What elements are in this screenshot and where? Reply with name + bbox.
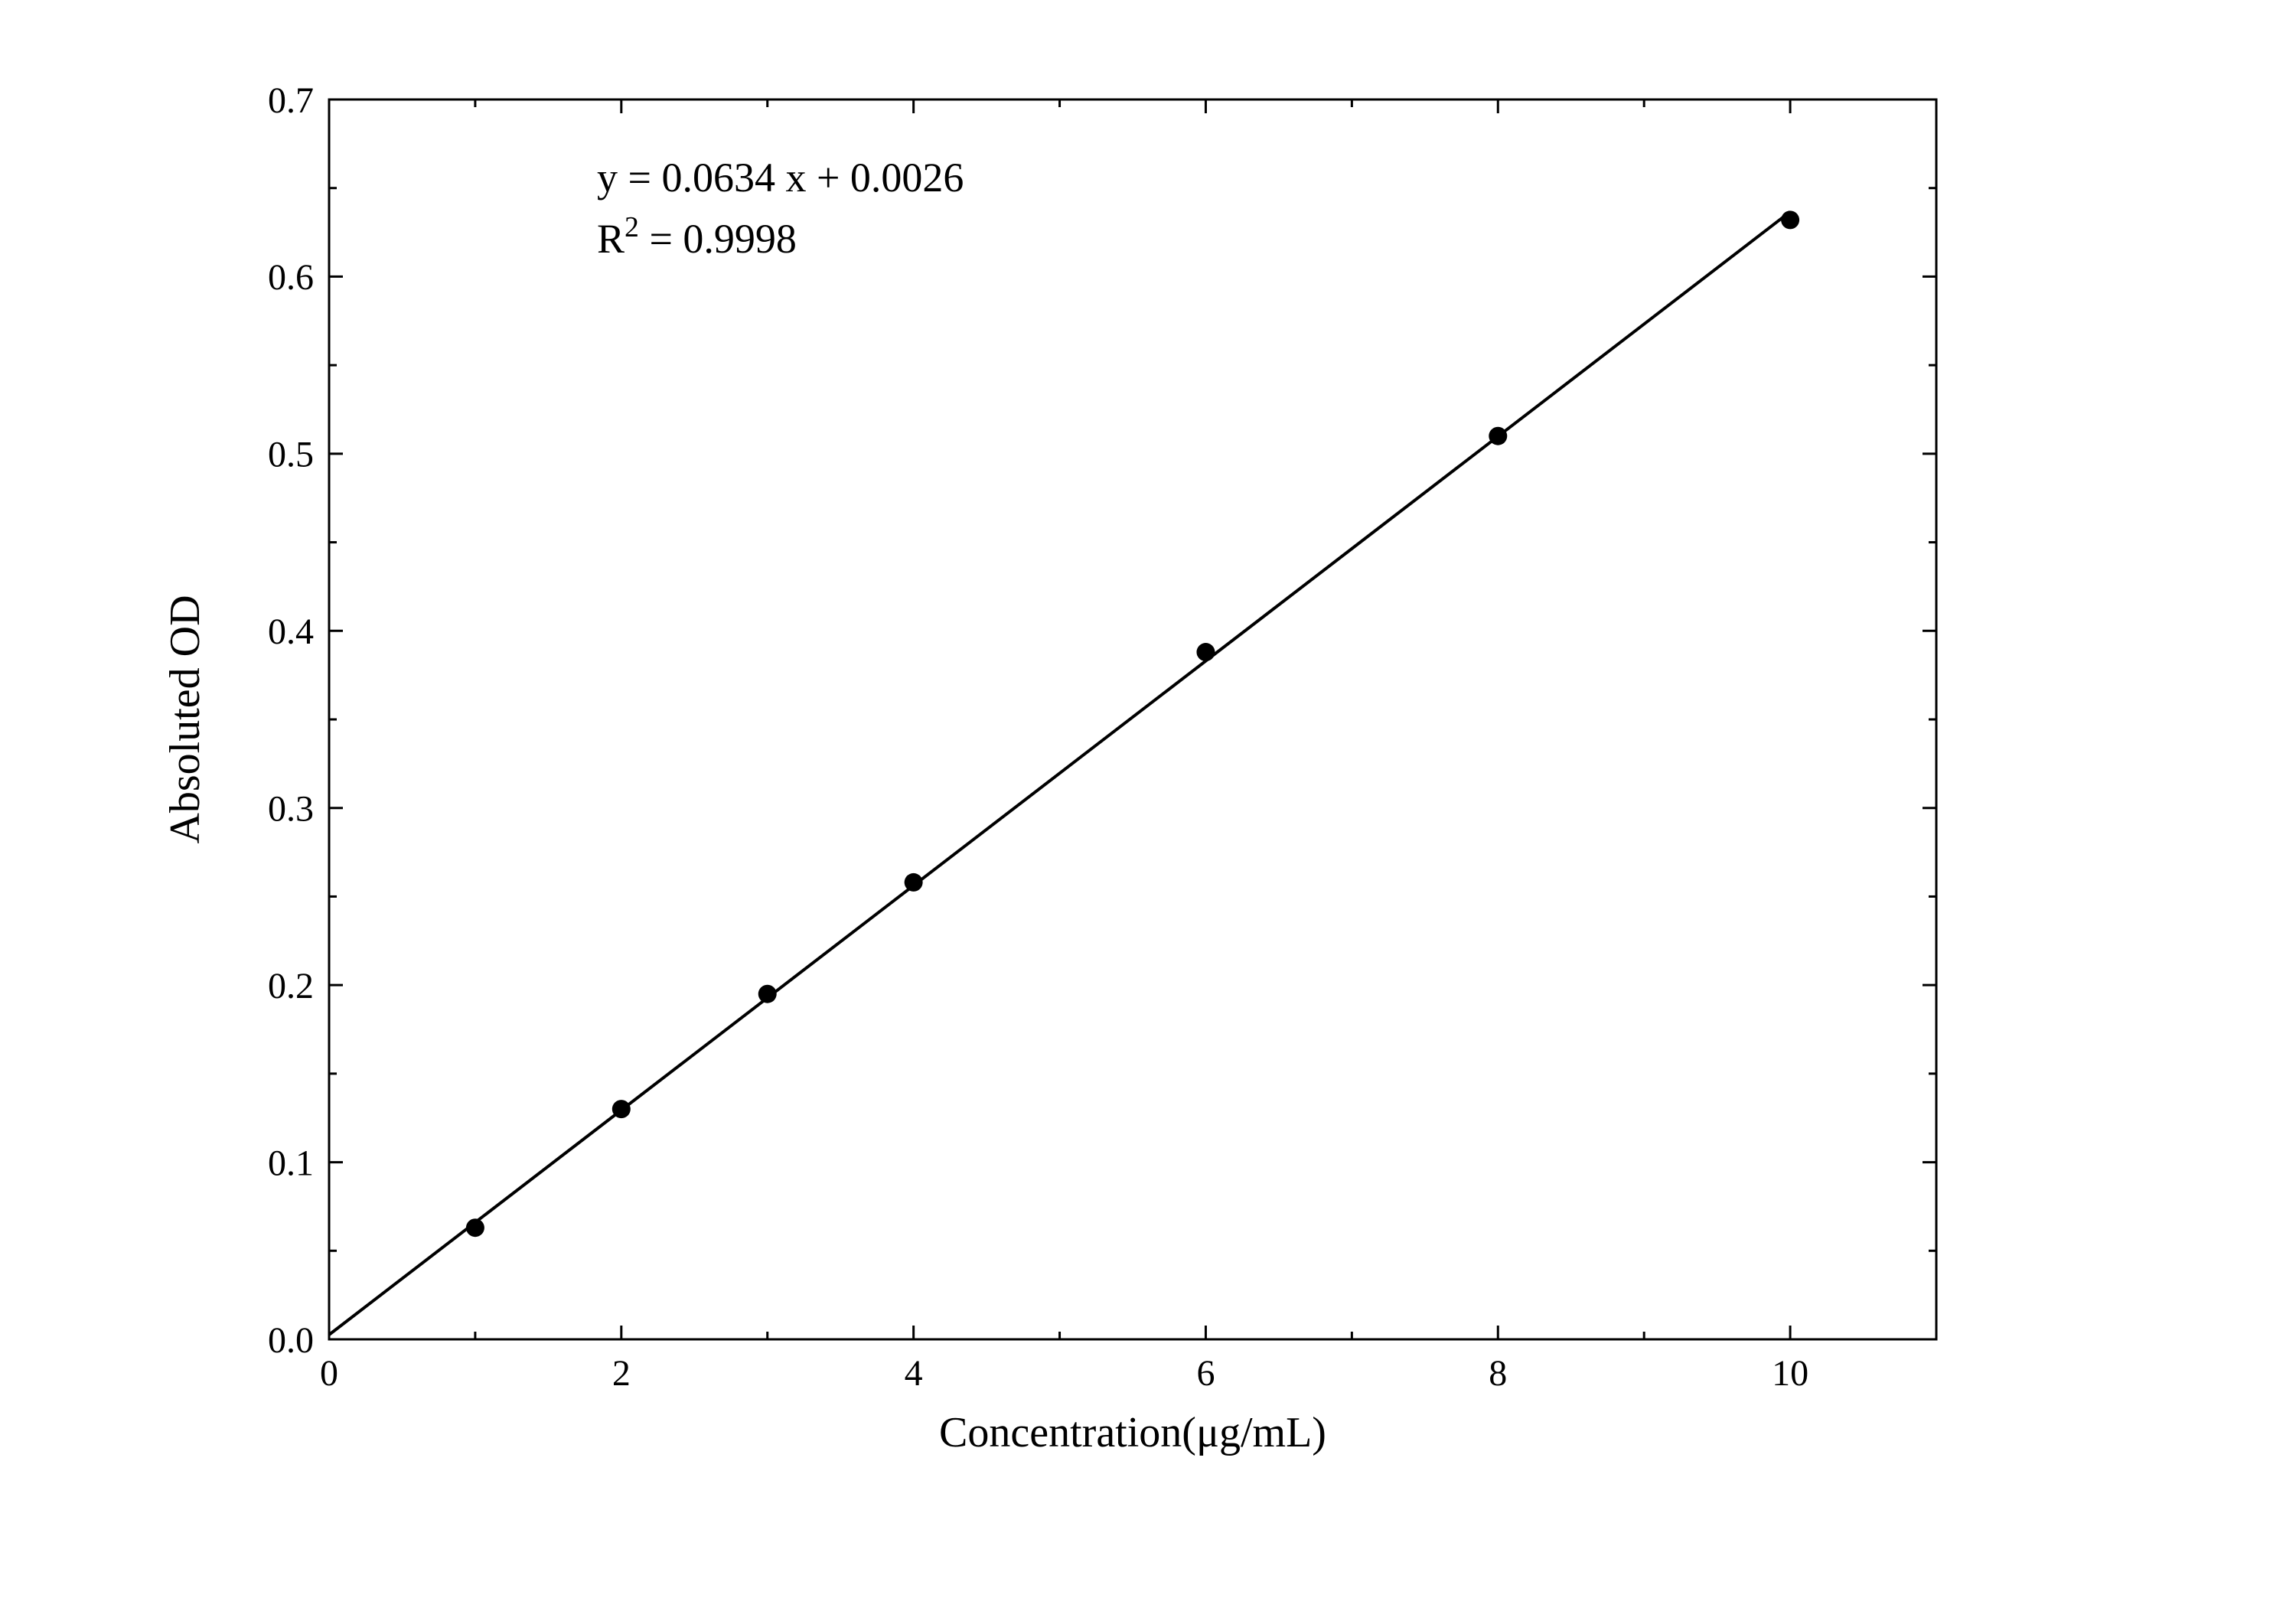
- y-axis-label: Absoluted OD: [161, 595, 209, 843]
- equation-annotation: y = 0.0634 x + 0.0026: [597, 155, 964, 201]
- x-axis-label: Concentration(μg/mL): [939, 1409, 1326, 1456]
- chart-background: [0, 0, 2296, 1598]
- x-tick-label: 10: [1772, 1353, 1808, 1394]
- y-tick-label: 0.1: [268, 1143, 314, 1183]
- y-tick-label: 0.6: [268, 257, 314, 298]
- data-point: [1196, 643, 1215, 661]
- data-point: [612, 1100, 631, 1118]
- y-tick-label: 0.3: [268, 789, 314, 830]
- x-tick-label: 4: [905, 1353, 923, 1394]
- data-point: [905, 873, 923, 892]
- y-tick-label: 0.2: [268, 966, 314, 1006]
- data-point: [1781, 210, 1799, 229]
- chart-container: { "canvas": { "width": 3000, "height": 2…: [0, 0, 2296, 1598]
- calibration-chart: 0 2 4 6 8 10 0.0 0.1 0.2 0.3 0.4 0.5 0.6 0.7 Concentra…: [0, 0, 2296, 1598]
- y-tick-label: 0.7: [268, 80, 314, 121]
- data-point: [1489, 427, 1507, 445]
- y-tick-label: 0.5: [268, 435, 314, 475]
- y-tick-label: 0.4: [268, 611, 314, 652]
- y-tick-label: 0.0: [268, 1320, 314, 1361]
- data-point: [466, 1218, 484, 1237]
- x-tick-label: 2: [612, 1353, 631, 1394]
- x-tick-label: 8: [1489, 1353, 1507, 1394]
- x-tick-label: 0: [320, 1353, 338, 1394]
- x-tick-label: 6: [1196, 1353, 1215, 1394]
- data-point: [758, 985, 777, 1003]
